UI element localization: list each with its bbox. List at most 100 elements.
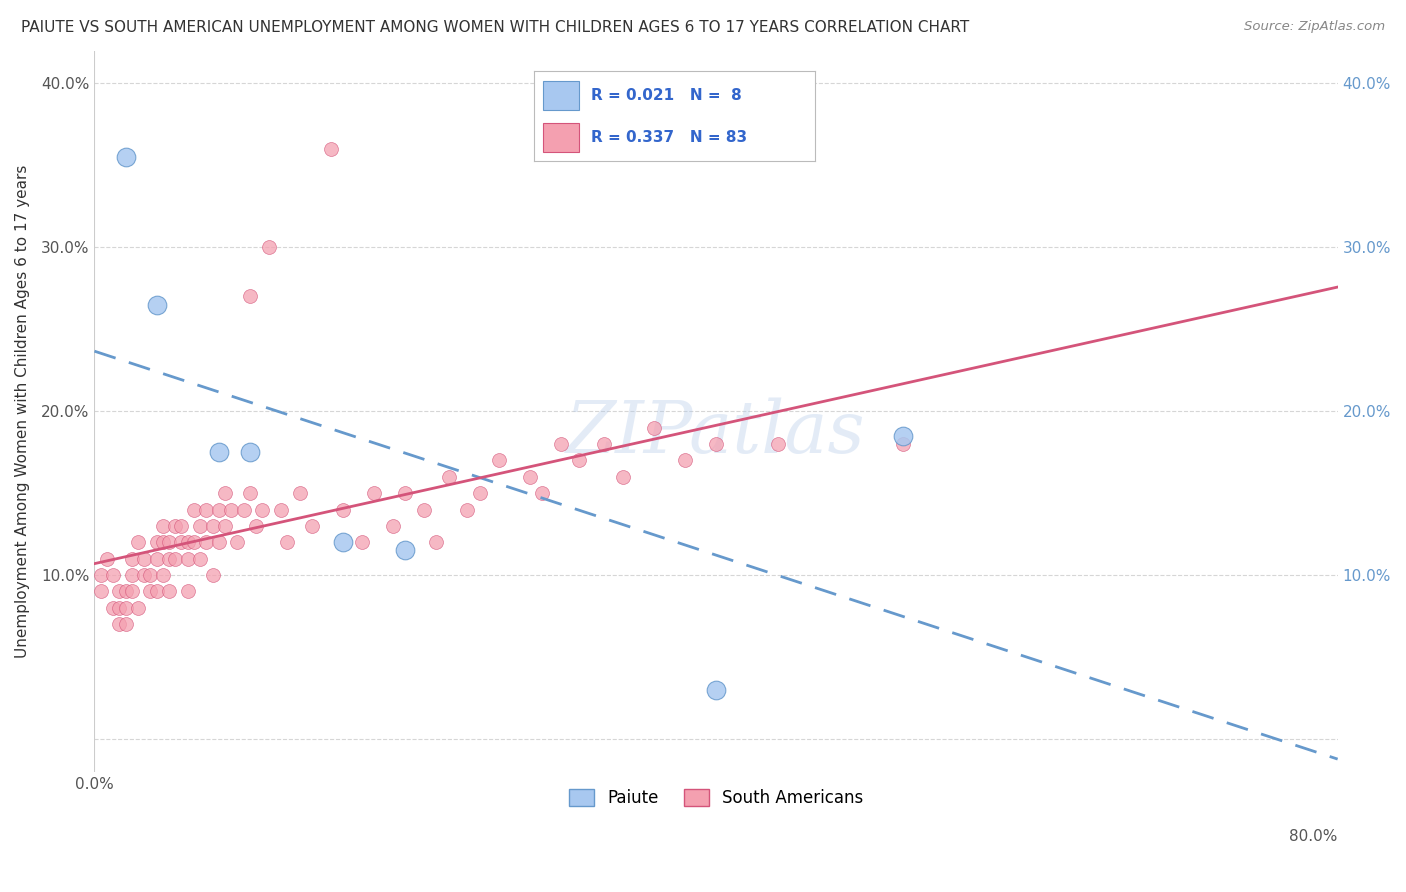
Point (673, 453, 696, 467)
Point (108, 617, 131, 632)
Point (437, 469, 460, 483)
Point (332, 535, 354, 549)
Point (127, 600, 149, 615)
Point (139, 568, 162, 582)
Point (195, 535, 218, 549)
Point (550, 437, 572, 451)
Point (891, 437, 914, 451)
Point (239, 445, 262, 459)
Point (114, 150, 136, 164)
Point (766, 437, 789, 451)
Point (114, 600, 136, 615)
Point (704, 437, 727, 451)
Point (219, 502, 242, 516)
Point (145, 298, 167, 312)
Point (114, 584, 136, 599)
Point (114, 617, 136, 632)
Point (276, 535, 298, 549)
Point (319, 142, 342, 156)
Point (208, 502, 231, 516)
Point (208, 445, 231, 459)
Point (157, 535, 180, 549)
Point (157, 584, 180, 599)
Point (252, 502, 274, 516)
Point (165, 551, 187, 566)
Point (145, 535, 167, 549)
Point (121, 568, 143, 582)
Point (332, 502, 354, 516)
Point (381, 519, 404, 533)
Point (177, 535, 200, 549)
Point (134, 568, 156, 582)
Point (145, 584, 167, 599)
Point (891, 429, 914, 443)
Point (270, 502, 292, 516)
Point (257, 240, 280, 254)
Text: ZIPatlas: ZIPatlas (567, 398, 866, 468)
Point (201, 519, 224, 533)
Point (239, 486, 262, 500)
Point (612, 469, 634, 483)
Point (101, 600, 124, 615)
Point (152, 535, 174, 549)
Point (425, 535, 447, 549)
Point (226, 535, 249, 549)
FancyBboxPatch shape (543, 81, 579, 110)
Point (704, 682, 727, 697)
Point (239, 289, 262, 303)
Point (456, 502, 478, 516)
Point (214, 519, 236, 533)
Point (288, 486, 311, 500)
Point (90, 568, 112, 582)
Point (245, 519, 267, 533)
Text: Source: ZipAtlas.com: Source: ZipAtlas.com (1244, 20, 1385, 33)
Point (394, 486, 416, 500)
Text: 80.0%: 80.0% (1289, 829, 1337, 844)
Point (488, 453, 510, 467)
Point (157, 551, 180, 566)
Point (134, 551, 156, 566)
Point (183, 535, 205, 549)
Point (170, 519, 193, 533)
Point (152, 568, 174, 582)
Text: R = 0.021   N =  8: R = 0.021 N = 8 (591, 88, 741, 103)
Point (188, 551, 211, 566)
Point (363, 486, 385, 500)
Point (530, 486, 553, 500)
Point (214, 486, 236, 500)
Point (232, 502, 254, 516)
Text: PAIUTE VS SOUTH AMERICAN UNEMPLOYMENT AMONG WOMEN WITH CHILDREN AGES 6 TO 17 YEA: PAIUTE VS SOUTH AMERICAN UNEMPLOYMENT AM… (21, 20, 969, 35)
Point (90, 584, 112, 599)
Point (145, 551, 167, 566)
Point (183, 502, 205, 516)
Point (593, 437, 616, 451)
Legend: Paiute, South Americans: Paiute, South Americans (562, 782, 870, 814)
Point (108, 600, 131, 615)
Point (139, 584, 162, 599)
Point (177, 584, 200, 599)
Point (643, 420, 665, 434)
Point (413, 502, 436, 516)
Point (301, 519, 323, 533)
Point (201, 568, 224, 582)
Text: R = 0.337   N = 83: R = 0.337 N = 83 (591, 130, 747, 145)
Point (519, 469, 541, 483)
Point (108, 584, 131, 599)
Point (121, 551, 143, 566)
Point (188, 519, 211, 533)
Point (568, 453, 591, 467)
Point (208, 535, 231, 549)
Point (177, 551, 200, 566)
FancyBboxPatch shape (543, 123, 579, 152)
Point (468, 486, 491, 500)
Point (127, 535, 149, 549)
Point (121, 584, 143, 599)
Point (350, 535, 373, 549)
Point (96, 551, 118, 566)
Point (165, 519, 187, 533)
Y-axis label: Unemployment Among Women with Children Ages 6 to 17 years: Unemployment Among Women with Children A… (15, 164, 30, 658)
Point (170, 535, 193, 549)
Point (195, 502, 218, 516)
Point (152, 519, 174, 533)
Point (394, 543, 416, 558)
